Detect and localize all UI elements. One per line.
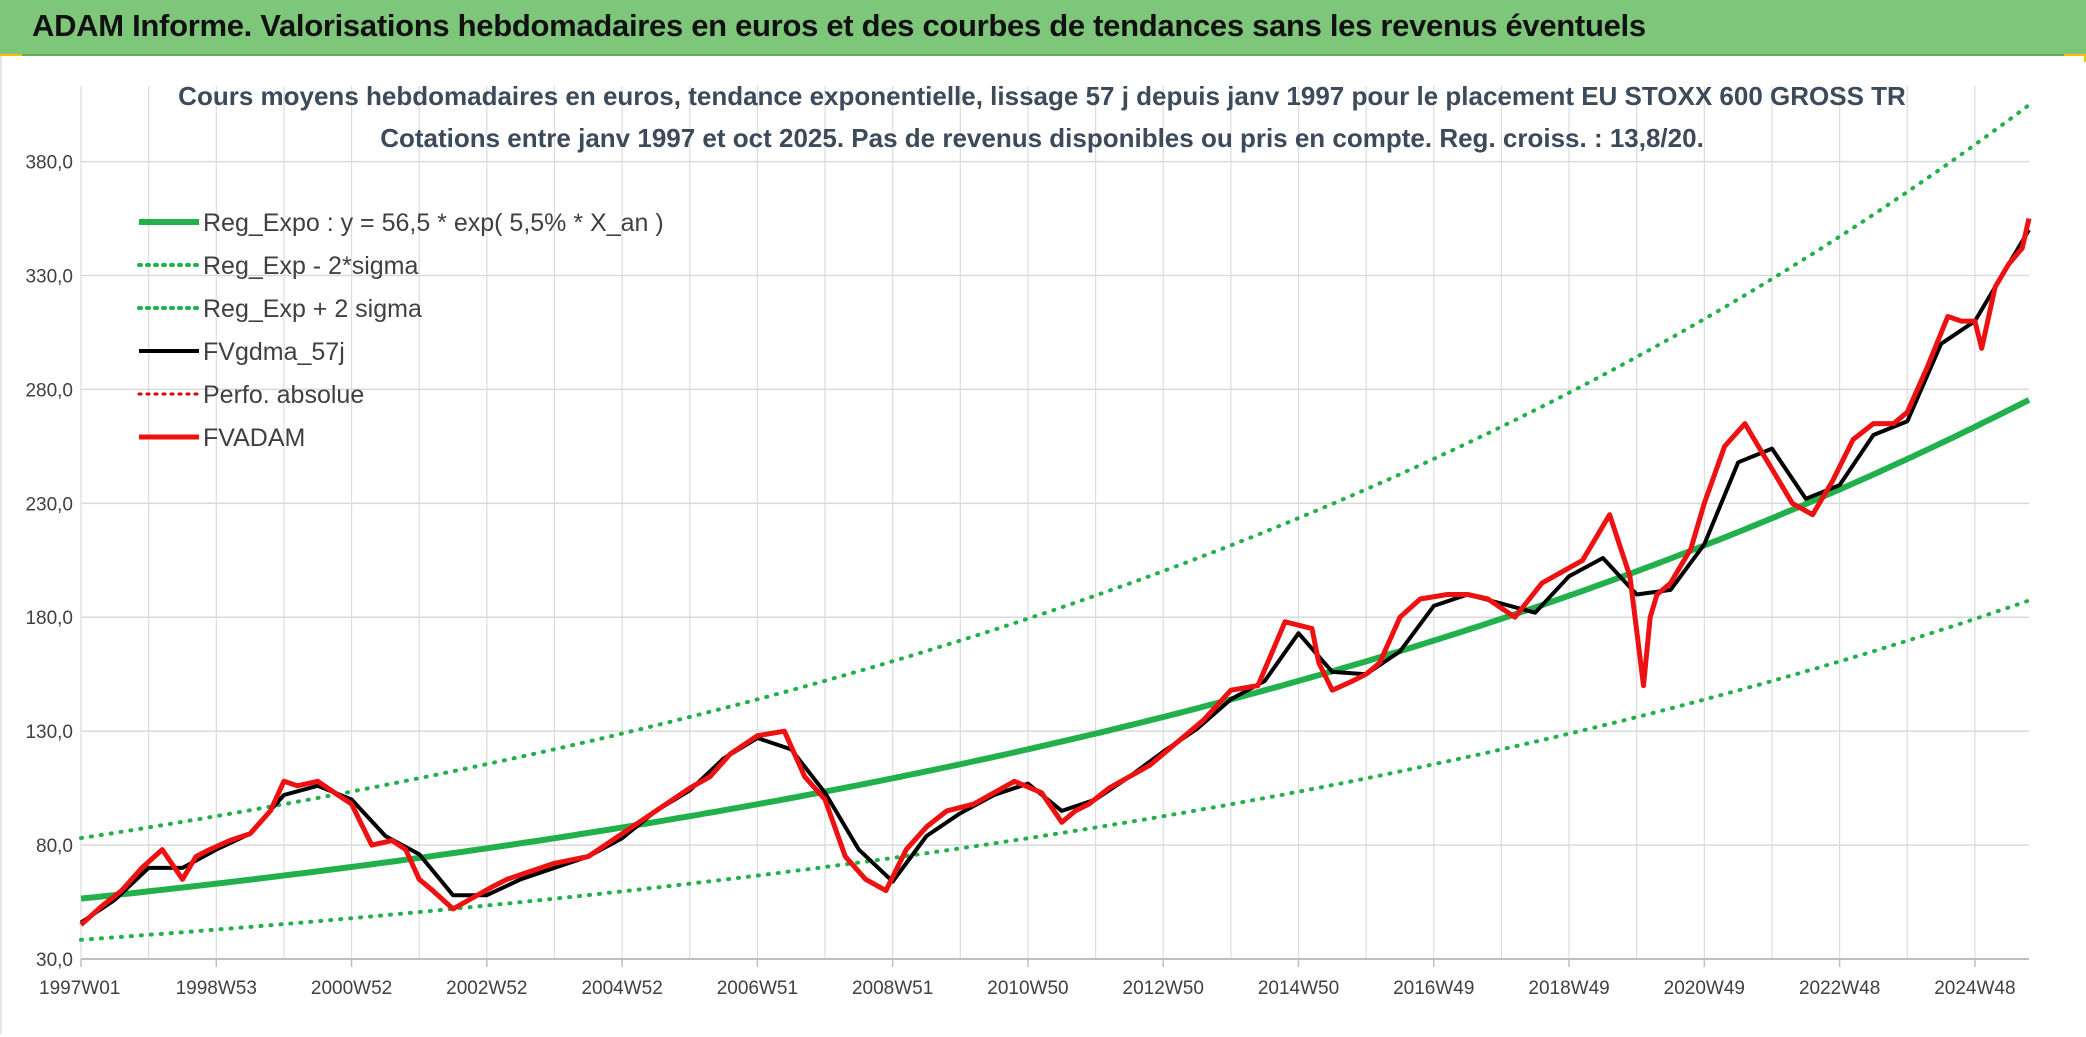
- x-tick-label: 1998W53: [176, 978, 257, 999]
- legend-label: Perfo. absolue: [203, 381, 364, 409]
- chart-background: [2, 56, 2084, 1034]
- x-tick-label: 2002W52: [446, 978, 527, 999]
- series-reg-plus-2sigma: [79, 103, 2031, 841]
- x-tick-label: 2006W51: [717, 978, 798, 999]
- y-tick-label: 280,0: [25, 380, 73, 401]
- line-chart: 30,0 80,0 130,0 180,0 230,0 280,0 330,0 380,0 19…: [2, 56, 2084, 1034]
- y-tick-label: 230,0: [25, 494, 73, 515]
- series-reg-minus-2sigma: [79, 598, 2031, 942]
- y-tick-label: 80,0: [36, 836, 73, 857]
- legend-label: Reg_Exp + 2 sigma: [203, 295, 422, 323]
- x-tick-label: 2012W50: [1123, 978, 1204, 999]
- chart-subtitle: Cotations entre janv 1997 et oct 2025. P…: [380, 123, 1704, 153]
- legend-label: Reg_Exp - 2*sigma: [203, 252, 418, 280]
- report-banner: ADAM Informe. Valorisations hebdomadaire…: [0, 0, 2086, 56]
- x-tick-label: 1997W01: [39, 978, 120, 999]
- chart-frame: 30,0 80,0 130,0 180,0 230,0 280,0 330,0 380,0 19…: [0, 56, 2084, 1034]
- series-fvgdma-57j: [79, 228, 2031, 925]
- x-tick-label: 2008W51: [852, 978, 933, 999]
- x-tick-label: 2000W52: [311, 978, 392, 999]
- series-lines: [79, 103, 2032, 942]
- legend-label: Reg_Expo : y = 56,5 * exp( 5,5% * X_an ): [203, 209, 664, 237]
- legend: Reg_Expo : y = 56,5 * exp( 5,5% * X_an )…: [137, 209, 664, 452]
- x-tick-label: 2016W49: [1393, 978, 1474, 999]
- x-tick-label: 2004W52: [581, 978, 662, 999]
- y-tick-label: 380,0: [25, 153, 73, 174]
- x-tick-label: 2020W49: [1664, 978, 1745, 999]
- x-tick-label: 2022W48: [1799, 978, 1880, 999]
- chart-title: Cours moyens hebdomadaires en euros, ten…: [178, 81, 1906, 111]
- report-title: ADAM Informe. Valorisations hebdomadaire…: [32, 8, 1646, 43]
- y-tick-label: 130,0: [25, 722, 73, 743]
- legend-label: FVADAM: [203, 424, 305, 452]
- y-tick-label: 30,0: [36, 950, 73, 971]
- grid-lines: [80, 86, 2029, 960]
- x-tick-label: 2024W48: [1934, 978, 2015, 999]
- x-tick-label: 2014W50: [1258, 978, 1339, 999]
- y-tick-label: 180,0: [25, 608, 73, 629]
- axes: 30,0 80,0 130,0 180,0 230,0 280,0 330,0 380,0 19…: [25, 153, 2029, 999]
- y-tick-label: 330,0: [25, 266, 73, 287]
- series-fvadam: [79, 217, 2032, 927]
- x-tick-label: 2018W49: [1528, 978, 1609, 999]
- legend-label: FVgdma_57j: [203, 338, 345, 366]
- x-tick-label: 2010W50: [987, 978, 1068, 999]
